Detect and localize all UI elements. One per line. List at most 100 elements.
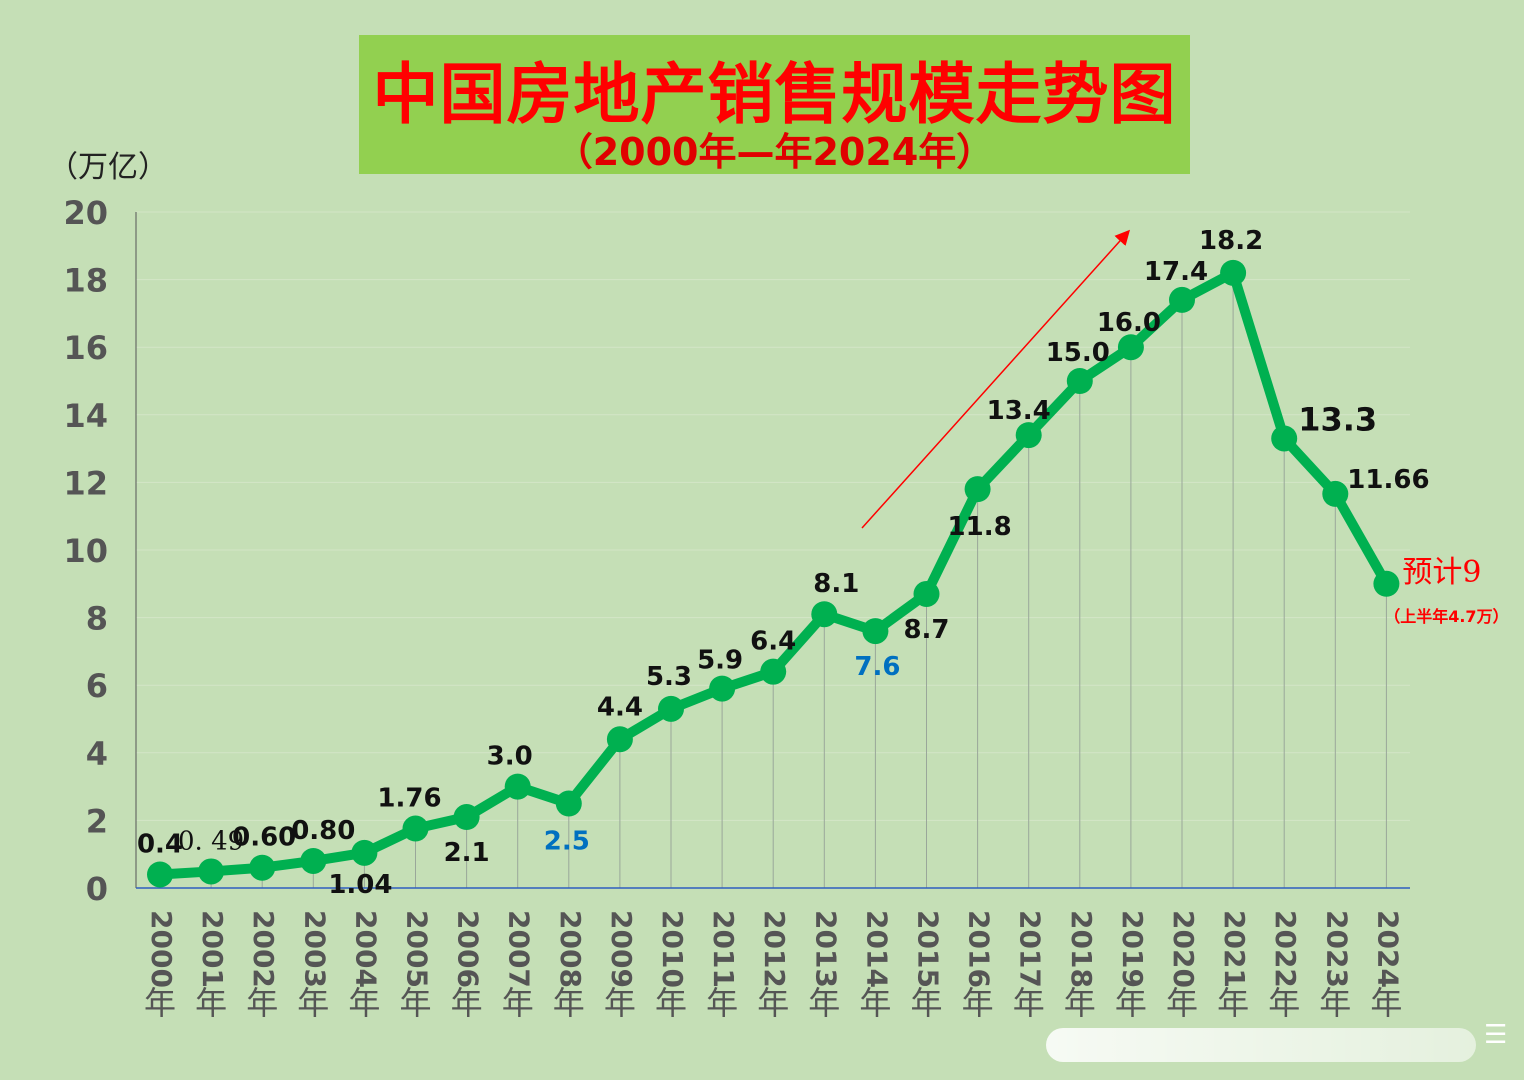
x-tick-year: 2006 [452, 910, 485, 988]
x-tick-year: 2001 [196, 910, 229, 988]
x-tick-year: 2003 [298, 910, 331, 988]
data-label: 0.60 [232, 823, 296, 853]
x-tick-year: 2021 [1218, 910, 1251, 988]
x-tick-suffix: 年 [553, 984, 585, 1022]
data-label: 预计9 [1402, 555, 1481, 590]
x-tick-suffix: 年 [910, 984, 942, 1022]
chart-title: 中国房地产销售规模走势图 [372, 55, 1177, 133]
data-label: 15.0 [1046, 338, 1110, 368]
data-point [1322, 480, 1349, 507]
data-point [913, 580, 940, 607]
data-point [249, 854, 276, 881]
y-tick-label: 6 [86, 667, 108, 705]
data-label: 5.9 [697, 646, 743, 676]
title-box: 中国房地产销售规模走势图 （2000年—年2024年） [359, 35, 1190, 174]
data-label: 5.3 [646, 662, 692, 692]
y-tick-label: 2 [86, 802, 108, 840]
x-tick-label: 2024年 [1370, 910, 1404, 1022]
x-tick-year: 2019 [1116, 910, 1149, 988]
y-tick-label: 20 [63, 194, 108, 232]
x-tick-year: 2004 [349, 910, 382, 988]
data-label: 1.04 [328, 870, 392, 900]
chart-subtitle: （2000年—年2024年） [554, 130, 995, 174]
data-label: 7.6 [854, 652, 900, 682]
x-tick-year: 2023 [1320, 910, 1353, 988]
data-point [1015, 422, 1042, 449]
x-tick-label: 2000年 [144, 910, 178, 1022]
x-tick-year: 2011 [707, 910, 740, 988]
y-tick-label: 0 [86, 870, 108, 908]
data-point [1373, 570, 1400, 597]
x-tick-year: 2020 [1167, 910, 1200, 988]
data-point [504, 773, 531, 800]
data-label: 17.4 [1144, 257, 1208, 287]
x-tick-suffix: 年 [246, 984, 278, 1022]
data-label: 6.4 [750, 627, 796, 657]
x-tick-year: 2010 [656, 910, 689, 988]
data-point [198, 858, 225, 885]
data-label: 0.80 [291, 816, 355, 846]
y-tick-label: 18 [63, 262, 108, 300]
watermark-bar [1046, 1028, 1476, 1062]
x-tick-suffix: 年 [1319, 984, 1351, 1022]
y-tick-label: 16 [63, 329, 108, 367]
data-point [453, 804, 480, 831]
data-label: 2.1 [444, 838, 490, 868]
data-label: 0.4 [137, 829, 183, 859]
x-tick-suffix: 年 [1166, 984, 1198, 1022]
data-label: 11.8 [948, 512, 1012, 542]
data-point [862, 618, 889, 645]
data-label: 13.3 [1298, 400, 1377, 438]
x-tick-year: 2018 [1065, 910, 1098, 988]
x-tick-suffix: 年 [502, 984, 534, 1022]
data-label: 8.7 [903, 615, 949, 645]
data-label: 18.2 [1199, 226, 1263, 256]
x-tick-year: 2024 [1371, 910, 1404, 988]
data-label: 13.4 [987, 396, 1051, 426]
x-tick-year: 2012 [758, 910, 791, 988]
data-point [300, 847, 327, 874]
data-point [1220, 259, 1247, 286]
data-point [658, 695, 684, 722]
data-point [1117, 334, 1144, 361]
x-tick-suffix: 年 [962, 984, 994, 1022]
data-label: 2.5 [544, 827, 590, 857]
x-tick-suffix: 年 [348, 984, 380, 1022]
x-tick-year: 2014 [860, 910, 893, 988]
data-label: 1.76 [377, 784, 441, 814]
x-tick-suffix: 年 [144, 984, 176, 1022]
data-label: 0. 49 [178, 826, 244, 856]
x-tick-suffix: 年 [399, 984, 431, 1022]
x-tick-suffix: 年 [1268, 984, 1300, 1022]
x-tick-suffix: 年 [706, 984, 738, 1022]
x-tick-year: 2002 [247, 910, 280, 988]
x-tick-year: 2000 [145, 910, 178, 988]
data-point [147, 861, 173, 888]
x-tick-suffix: 年 [1370, 984, 1402, 1022]
data-point [555, 790, 582, 817]
data-point [351, 839, 378, 866]
x-tick-suffix: 年 [451, 984, 483, 1022]
data-point [1271, 425, 1298, 452]
data-label: 11.66 [1347, 465, 1429, 495]
